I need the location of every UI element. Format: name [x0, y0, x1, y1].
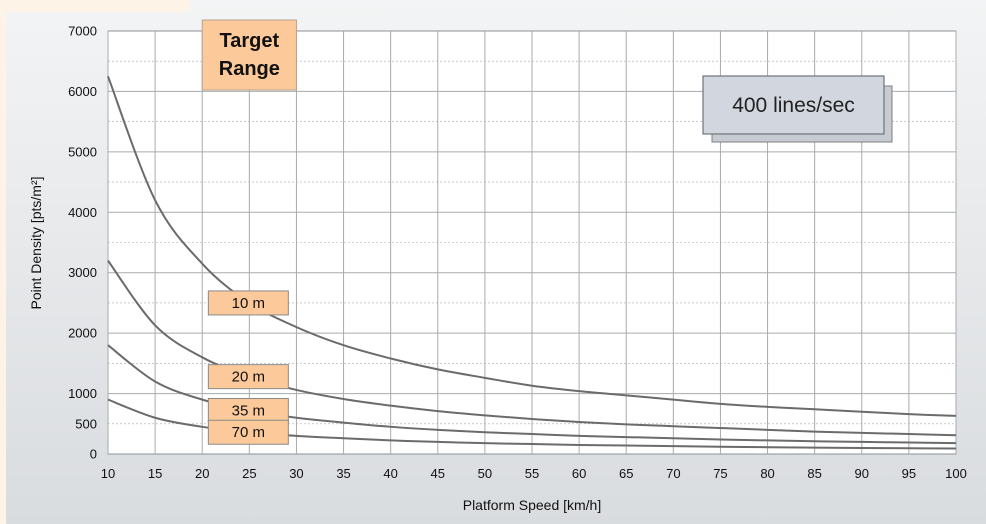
y-tick-label: 2000 [68, 326, 97, 341]
series-label-box [207, 397, 289, 423]
series-label-box [207, 419, 289, 445]
x-tick-label: 10 [101, 466, 115, 481]
x-tick-label: 85 [807, 466, 821, 481]
y-tick-label: 3000 [68, 265, 97, 280]
series-label-text: 10 m [232, 295, 265, 312]
x-tick-label: 70 [666, 466, 680, 481]
x-tick-label: 35 [336, 466, 350, 481]
y-tick-label: 0 [90, 447, 97, 462]
y-tick-label: 500 [75, 416, 97, 431]
x-tick-label: 40 [383, 466, 397, 481]
y-tick-label: 1000 [68, 386, 97, 401]
x-axis-title: Platform Speed [km/h] [463, 497, 602, 513]
y-tick-label: 4000 [68, 205, 97, 220]
x-tick-label: 90 [855, 466, 869, 481]
y-tick-label: 7000 [68, 24, 97, 39]
rate-callout-box [702, 75, 885, 135]
x-tick-labels: 10 15 20 25 30 35 40 45 50 55 60 65 70 75 80 85 90 95 100 [101, 466, 967, 481]
x-tick-label: 95 [902, 466, 916, 481]
y-tick-label: 5000 [68, 144, 97, 159]
x-tick-label: 100 [945, 466, 967, 481]
y-tick-labels: 0 500 1000 2000 3000 4000 5000 6000 7000 [68, 24, 97, 462]
series-label-text: 70 m [232, 424, 265, 441]
left-accent-strip [0, 0, 6, 524]
target-range: Target Range [201, 19, 297, 91]
x-tick-label: 15 [148, 466, 162, 481]
x-tick-label: 60 [572, 466, 586, 481]
series-label-20m: 20 m [207, 364, 289, 390]
x-tick-label: 20 [195, 466, 209, 481]
curves: 10 m 20 m 35 m 70 m [107, 75, 957, 450]
series-label-box [207, 290, 289, 316]
target-range-label-line1: Target [220, 30, 280, 52]
rate-callout-text: 400 lines/sec [732, 94, 855, 117]
series-label-70m: 70 m [207, 419, 289, 445]
x-tick-label: 25 [242, 466, 256, 481]
series-label-box [207, 364, 289, 390]
x-tick-label: 80 [760, 466, 774, 481]
x-tick-label: 30 [289, 466, 303, 481]
series-label-text: 35 m [232, 402, 265, 419]
x-tick-label: 65 [619, 466, 633, 481]
x-tick-label: 45 [431, 466, 445, 481]
target-range-label-line2: Range [219, 58, 280, 80]
y-axis-title: Point Density [pts/m²] [28, 176, 44, 309]
x-tick-label: 55 [525, 466, 539, 481]
top-accent-strip [0, 0, 190, 12]
x-tick-label: 75 [713, 466, 727, 481]
y-tick-label: 6000 [68, 84, 97, 99]
series-label-35m: 35 m [207, 397, 289, 423]
series-label-10m: 10 m [207, 290, 289, 316]
series-line-10m [107, 75, 957, 417]
series-label-text: 20 m [232, 369, 265, 386]
rate-callout: 400 lines/sec [702, 75, 893, 143]
x-tick-label: 50 [478, 466, 492, 481]
target-range-box [201, 19, 297, 91]
